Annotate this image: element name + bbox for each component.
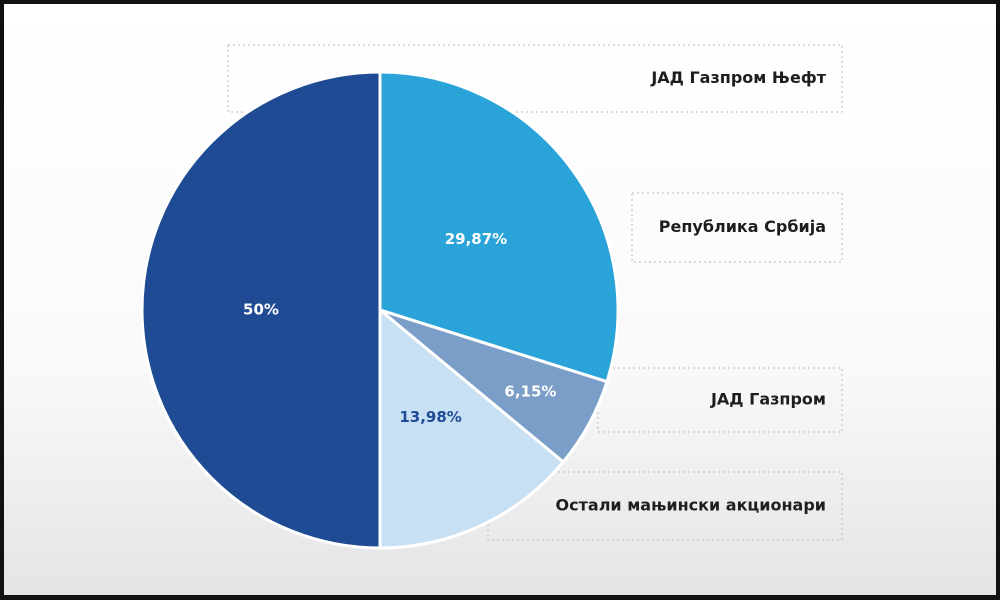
value-label: 6,15% xyxy=(504,383,556,401)
legend-label: ЈАД Газпром Њефт xyxy=(650,68,826,87)
top-bar xyxy=(0,0,1000,4)
legend-label: Остали мањински акционари xyxy=(556,496,826,515)
left-bar xyxy=(0,0,4,600)
value-label: 13,98% xyxy=(399,408,461,426)
pie-slice xyxy=(378,308,565,550)
legend-box xyxy=(597,367,843,433)
legend-box xyxy=(227,44,843,113)
bottom-bar xyxy=(0,595,1000,600)
value-label: 50% xyxy=(243,301,279,319)
legend-box xyxy=(631,192,843,263)
right-bar xyxy=(996,0,1000,600)
pie-slice xyxy=(378,70,620,384)
value-label: 29,87% xyxy=(445,230,507,248)
legend-label: ЈАД Газпром xyxy=(710,390,826,409)
pie-slice xyxy=(140,70,382,550)
legend-label: Република Србија xyxy=(659,217,826,236)
